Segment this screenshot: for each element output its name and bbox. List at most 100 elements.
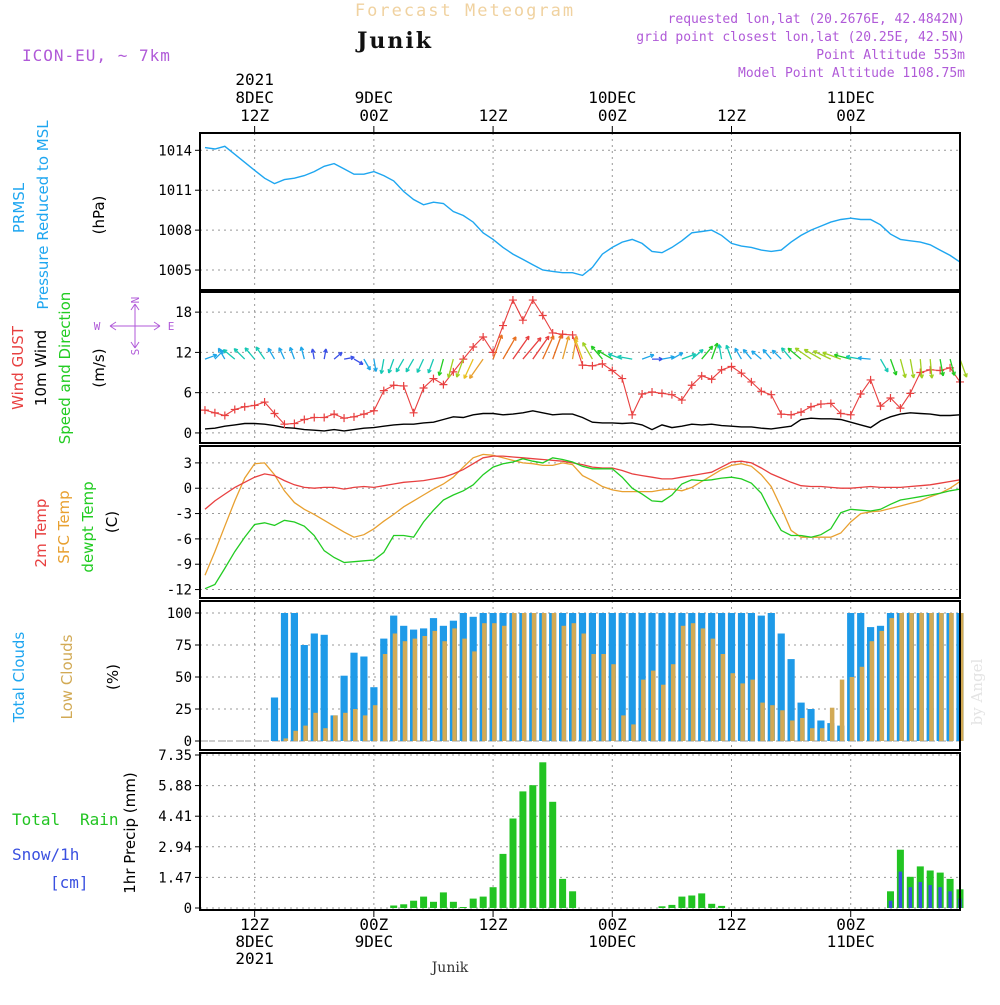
pressure-unit: (hPa) <box>90 196 108 235</box>
rain-bar <box>549 801 557 908</box>
wind-gust-marker <box>707 375 716 384</box>
wind-direction-arrow <box>323 348 328 360</box>
rain-bar <box>459 907 467 908</box>
y-tick-label: 12 <box>175 345 192 361</box>
wind-gust-marker <box>518 316 527 325</box>
y-tick-label: 1.47 <box>158 870 192 886</box>
low-clouds-bar <box>601 654 606 741</box>
y-tick-label: 1008 <box>158 223 192 239</box>
low-clouds-bar <box>720 654 726 741</box>
low-clouds-bar <box>392 633 398 741</box>
y-tick-label: 0 <box>184 426 192 442</box>
data-layer <box>200 145 968 908</box>
low-clouds-bar <box>362 715 368 741</box>
total-clouds-bar <box>767 613 775 741</box>
wind-direction-arrow <box>857 355 871 361</box>
snow-bar <box>938 887 942 908</box>
wind-gust-marker <box>608 366 617 375</box>
compass-w: W <box>94 320 101 333</box>
temperature-labels: 2m Temp SFC Temp dewpt Temp (C) <box>32 481 121 572</box>
dewpt-temp-line <box>204 457 961 590</box>
wind-direction-arrow <box>590 345 603 360</box>
wind-direction-arrow <box>492 334 504 360</box>
wind-gust-marker <box>369 406 378 415</box>
wind-gust-marker <box>826 399 835 408</box>
axis-layer: 1005 1008 1011 1014 0 6 12 18 -12 -9 -6 -3 0 3 0 25 50 75… <box>158 70 875 968</box>
snow-bar <box>888 900 893 908</box>
total-clouds-bar <box>618 613 626 741</box>
low-clouds-bar <box>631 724 636 741</box>
wind-gust-marker <box>906 389 915 398</box>
low-clouds-bar <box>382 654 388 741</box>
wind-gust-marker <box>429 374 438 383</box>
top-time-label: 12Z <box>479 106 508 125</box>
rain-bar <box>668 904 676 908</box>
wind-direction-arrow <box>244 347 256 360</box>
total-clouds-bar <box>747 613 755 741</box>
total-clouds-label: Total Clouds <box>10 632 28 724</box>
bottom-time-label: 12Z <box>717 915 746 934</box>
low-clouds-bar <box>959 613 964 741</box>
bottom-time-label: 8DEC <box>235 932 274 951</box>
compass-arrows <box>109 303 161 349</box>
wind-direction-arrow <box>299 346 305 360</box>
wind-direction-arrow <box>532 335 550 360</box>
low-clouds-bar <box>353 709 358 741</box>
bottom-time-label: 00Z <box>836 915 865 934</box>
low-clouds-bar <box>611 664 616 741</box>
wind-direction-arrow <box>717 344 723 360</box>
wind-gust-marker <box>340 414 349 423</box>
wind-direction-arrow <box>710 342 719 360</box>
snow-bar <box>898 871 903 908</box>
total-clouds-bar <box>350 652 358 741</box>
precip-snow-label: Snow/1h <box>12 845 79 864</box>
pressure-line <box>204 145 961 277</box>
wind-direction-arrow <box>363 358 371 371</box>
wind-gust-marker <box>846 410 855 419</box>
wind-gust-marker <box>657 389 666 398</box>
wind-gust-marker <box>469 343 478 352</box>
wind-gust-marker <box>727 362 736 371</box>
wind-direction-arrow <box>204 353 218 360</box>
low-clouds-bar <box>730 673 735 741</box>
wind-direction-arrow <box>919 359 925 379</box>
low-clouds-bar <box>472 651 477 741</box>
wind-direction-arrow <box>812 350 832 360</box>
top-time-label: 2021 <box>235 70 274 89</box>
low-clouds-bar <box>531 613 537 741</box>
2m-temp-line <box>204 455 961 510</box>
wind-gust-marker <box>409 408 418 417</box>
wind-direction-arrow <box>233 347 246 360</box>
wind-direction-arrow <box>959 358 968 378</box>
panel-frame <box>199 291 961 444</box>
low-clouds-bar <box>283 738 288 741</box>
wind-direction-arrow <box>742 348 752 360</box>
rain-bar <box>678 896 686 908</box>
rain-bar <box>449 901 457 908</box>
y-tick-label: 1014 <box>158 143 192 159</box>
rain-bar <box>698 893 706 908</box>
wind-direction-arrow <box>278 347 285 360</box>
low-clouds-bar <box>670 664 676 741</box>
low-clouds-bar <box>541 613 547 741</box>
wind-direction-arrow <box>353 358 364 365</box>
wind-gust-marker <box>548 328 557 337</box>
wind-direction-arrow <box>787 347 802 360</box>
wind-direction-arrow <box>879 358 889 373</box>
wind-direction-arrow <box>939 358 945 377</box>
wind-direction-arrow <box>379 358 385 375</box>
rain-bar <box>718 905 726 908</box>
wind-gust-marker <box>926 365 935 374</box>
low-clouds-bar <box>899 613 904 741</box>
wind-direction-arrow <box>617 354 633 360</box>
rain-bar <box>499 853 507 908</box>
panel-frame <box>199 600 961 751</box>
wind-gust-marker <box>667 390 676 399</box>
wind-gust-marker <box>648 387 657 396</box>
bottom-time-label: 10DEC <box>588 932 636 951</box>
total-clouds-bar <box>340 675 348 741</box>
wind-direction-arrow <box>641 353 655 360</box>
low-clouds-bar <box>452 628 457 741</box>
cloud-labels: Total Clouds Low Clouds (%) by Angel <box>10 632 986 726</box>
rain-bar <box>708 903 716 908</box>
